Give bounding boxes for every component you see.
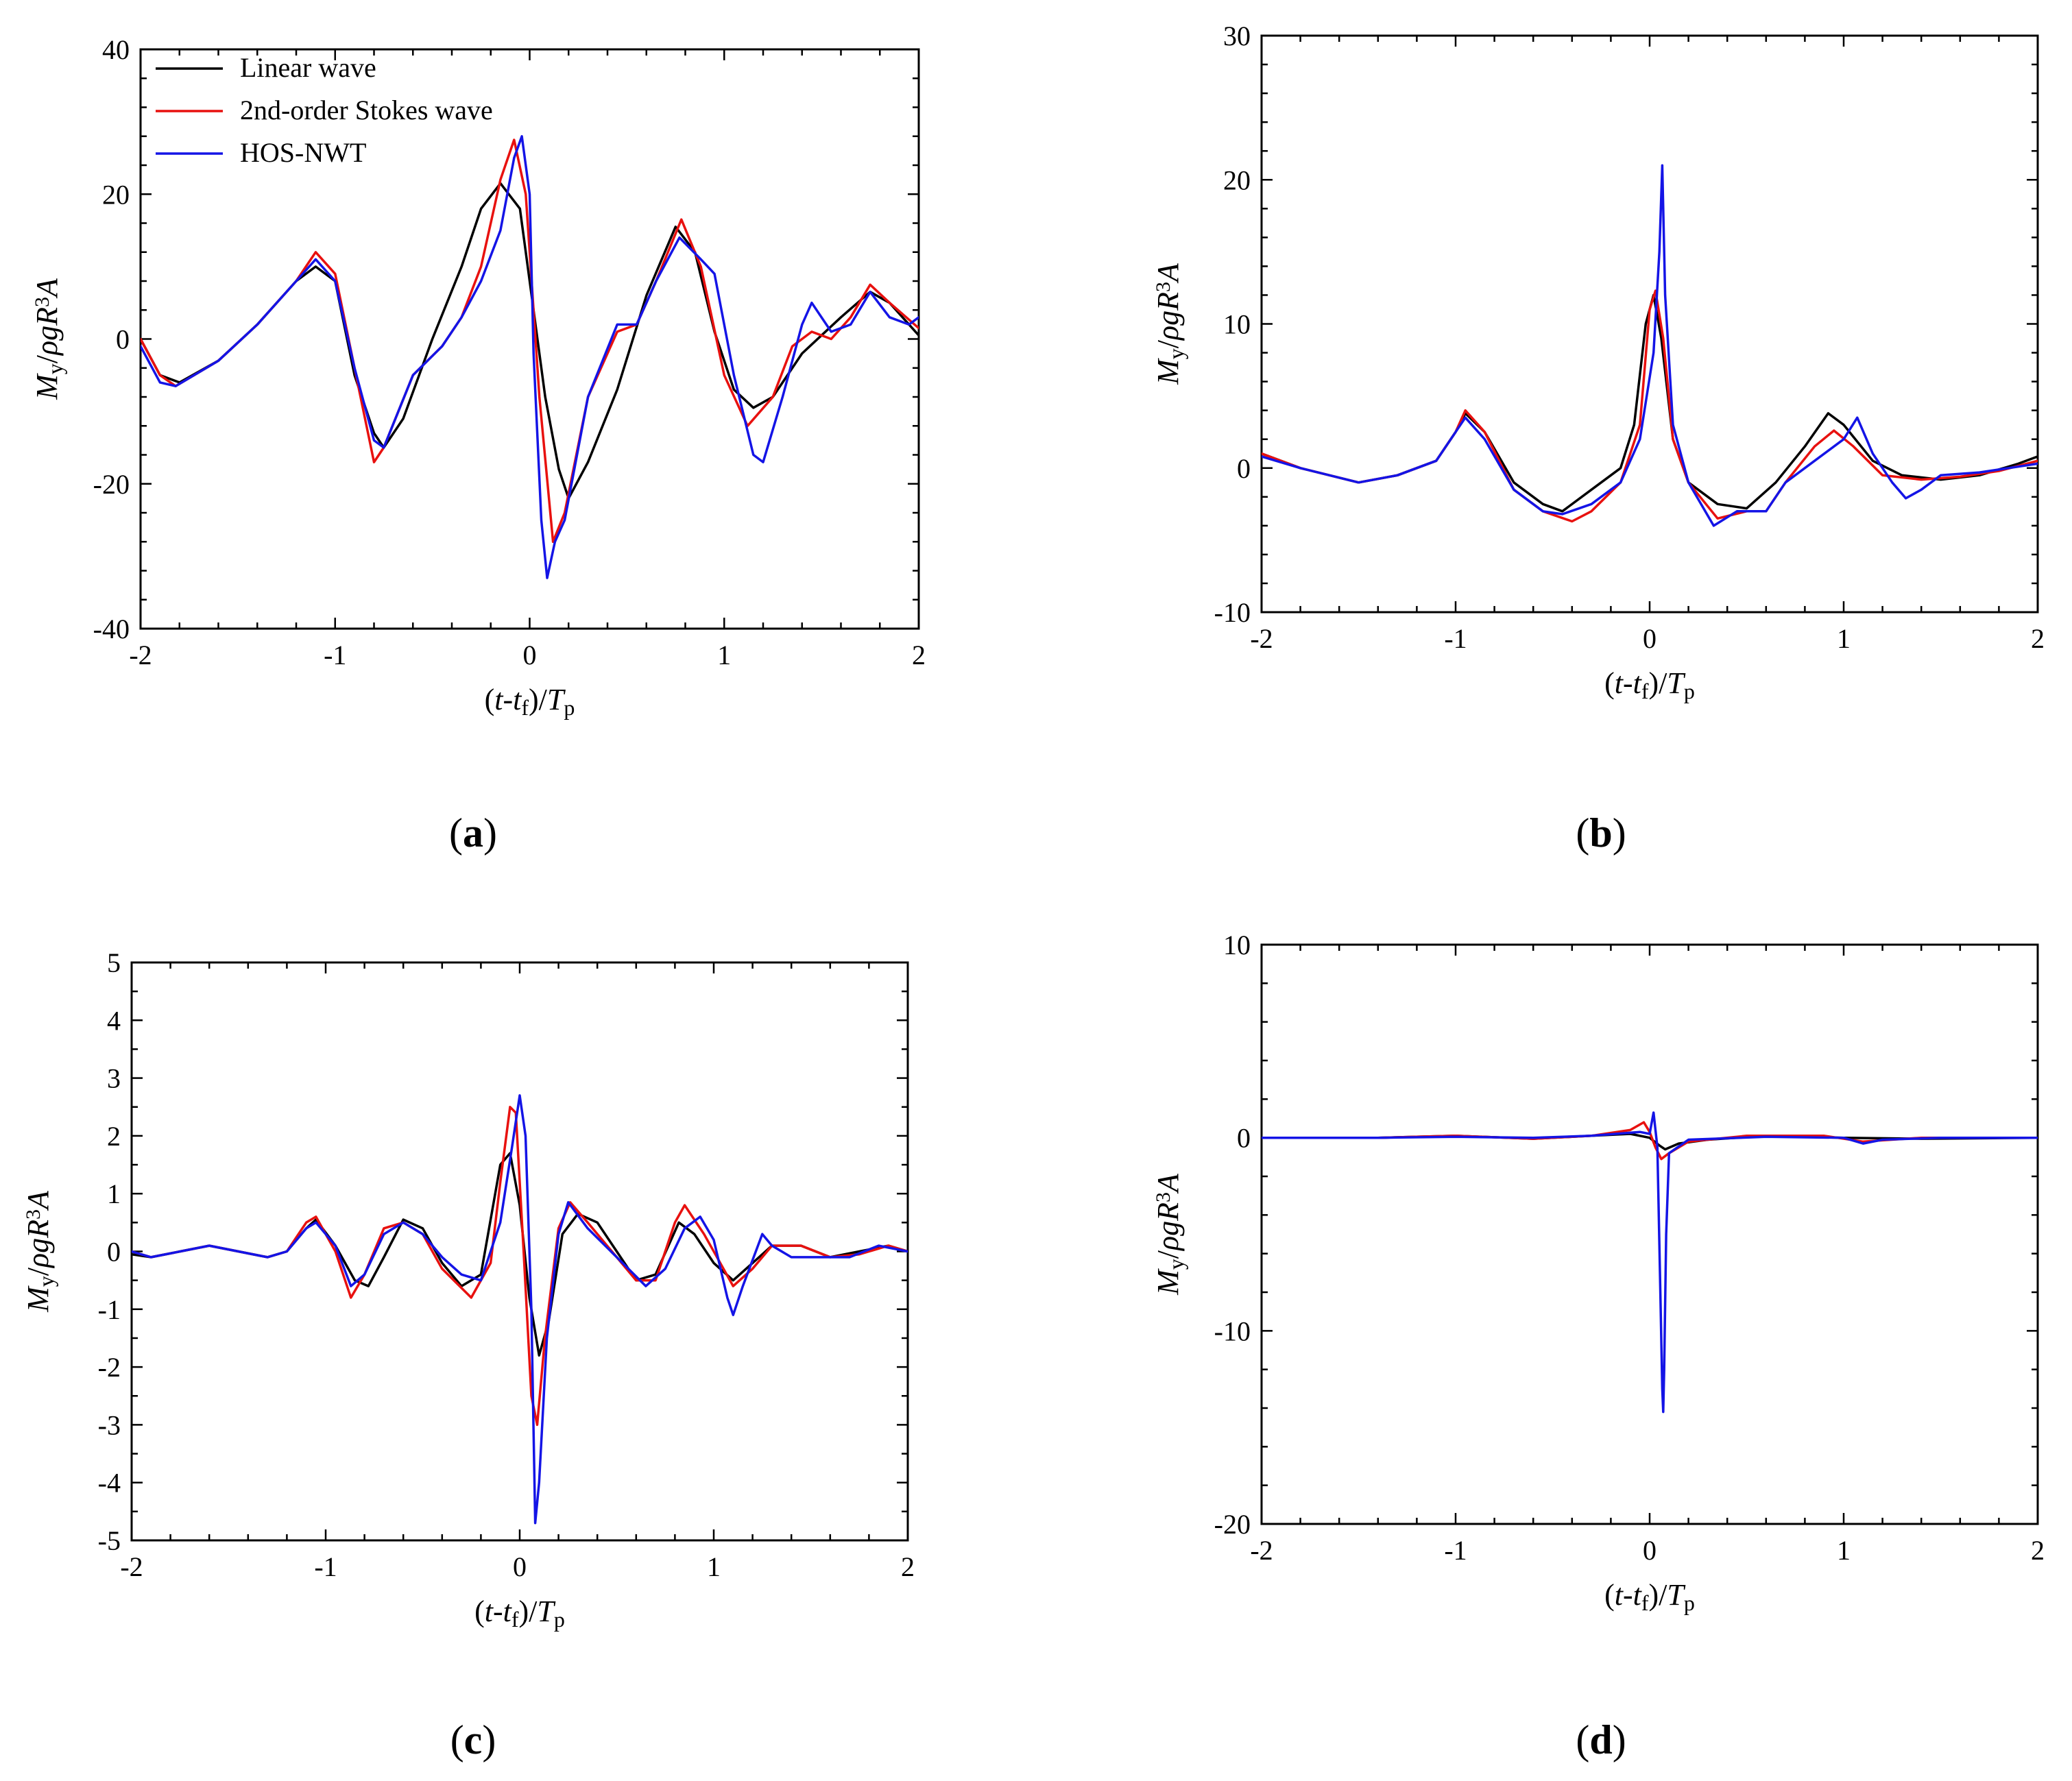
y-tick-label: -2 [98,1352,121,1383]
series-line-hos [1262,164,2038,527]
x-axis-label-a: (t-tf)/Tp [485,683,575,720]
series-group-a [141,135,919,579]
y-tick-label: -10 [1214,597,1251,628]
x-axis-label-c: (t-tf)/Tp [474,1595,565,1632]
x-tick-label: -2 [120,1551,143,1582]
x-tick-label: 2 [912,640,926,670]
x-tick-label: -2 [1250,1535,1273,1566]
y-tick-label: 0 [107,1237,121,1268]
panels: -2 -1 0 1 2-40-2002040(t-tf)/TpMy/ρgR3ALinea… [21,21,2045,1762]
series-line-hos [1262,1111,2038,1414]
y-tick-label: 1 [107,1178,121,1209]
series-line-hos [132,1094,908,1525]
y-tick-label: -5 [98,1525,121,1556]
y-tick-label: -40 [93,614,130,644]
y-tick-label: 30 [1223,21,1251,51]
x-tick-label: 0 [523,640,537,670]
y-tick-label: 0 [116,324,130,355]
legend-label-hos: HOS-NWT [240,137,366,168]
y-tick-label: 4 [107,1005,121,1036]
series-line-stokes2 [141,138,919,544]
x-tick-label: 1 [1837,1535,1851,1566]
y-axis-label-b: My/ρgR3A [1151,263,1188,385]
y-tick-label: 5 [107,947,121,978]
x-tick-label: -1 [1444,1535,1467,1566]
panel-caption-c: (c) [450,1717,496,1762]
y-tick-label: 2 [107,1121,121,1152]
x-tick-label: 1 [717,640,731,670]
x-tick-label: 1 [707,1551,721,1582]
x-tick-label: -2 [129,640,152,670]
x-tick-label: -2 [1250,623,1273,654]
y-tick-label: 10 [1223,309,1251,340]
legend: Linear wave 2nd-order Stokes wave HOS-NWT [156,52,493,168]
panel-caption-b: (b) [1576,810,1626,856]
y-tick-label: 20 [1223,165,1251,195]
y-axis-label-a: My/ρgR3A [30,278,67,400]
y-tick-label: -20 [93,469,130,500]
chart-panel-a: -2 -1 0 1 2 -40 -20 0 20 40 (t-tf)/Tp My/ρgR3A Linea… [30,34,926,856]
y-tick-label: 10 [1223,930,1251,960]
y-tick-label: 0 [1237,1123,1251,1154]
y-axis-label-d: My/ρgR3A [1151,1173,1188,1296]
x-tick-label: -1 [1444,623,1467,654]
x-tick-label: 2 [901,1551,915,1582]
legend-label-linear: Linear wave [240,52,376,83]
x-tick-label: -1 [314,1551,337,1582]
series-line-stokes2 [132,1106,908,1427]
x-tick-label: 2 [2031,1535,2045,1566]
x-tick-label: -1 [324,640,346,670]
y-tick-label: 3 [107,1063,121,1094]
y-tick-label: -4 [98,1468,121,1499]
x-tick-label: 0 [1643,1535,1657,1566]
panel-caption-a: (a) [449,810,497,856]
y-axis-label-c: My/ρgR3A [21,1190,58,1313]
series-group-c [132,1094,908,1525]
series-group-d [1262,1111,2038,1414]
x-tick-label: 2 [2031,623,2045,654]
x-tick-label: 1 [1837,623,1851,654]
y-tick-label: -10 [1214,1316,1251,1346]
panel-caption-d: (d) [1576,1717,1626,1762]
y-tick-label: -1 [98,1294,121,1325]
series-line-linear [141,182,919,500]
x-axis-label-b: (t-tf)/Tp [1604,666,1695,703]
y-tick-label: -3 [98,1409,121,1440]
y-tick-label: -20 [1214,1509,1251,1540]
x-axis-label-d: (t-tf)/Tp [1604,1578,1695,1615]
chart-panel-c: -2 -1 0 1 2 -5 -4 -3 -2 -1 0 1 2 3 4 5 (t-tf)/Tp My/ρgR3A… [21,947,915,1762]
series-group-b [1262,164,2038,527]
legend-label-stokes2: 2nd-order Stokes wave [240,95,493,125]
y-tick-label: 40 [102,34,130,65]
x-tick-label: 0 [513,1551,527,1582]
series-line-hos [141,135,919,579]
x-tick-label: 0 [1643,623,1657,654]
y-tick-label: 20 [102,179,130,210]
y-tick-label: 0 [1237,453,1251,484]
